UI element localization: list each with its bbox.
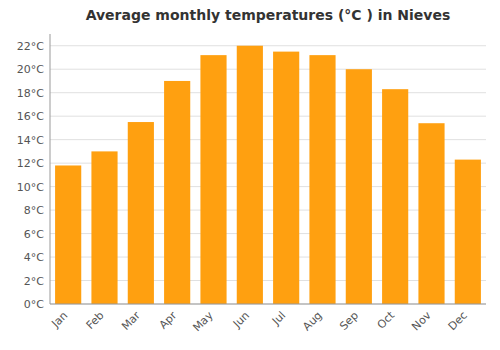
grid-line [50,92,486,93]
x-tick-label: May [190,309,216,335]
x-axis-line [50,304,486,305]
y-tick-label: 16°C [17,110,44,123]
bar [55,165,81,304]
x-tick-label: Jan [48,309,70,331]
x-tick-label: Oct [375,308,398,331]
x-tick-label: Feb [84,309,107,332]
x-tick-label: Mar [119,309,143,333]
y-tick-label: 14°C [17,134,44,147]
y-tick-label: 6°C [24,228,44,241]
y-axis-line [50,34,51,304]
y-tick-label: 10°C [17,181,44,194]
x-tick-label: Dec [446,309,470,333]
x-axis: Jan Feb Mar Apr May Jun Jul Aug Sep Oct Nov Dec [48,304,486,334]
grid-line [50,304,486,305]
y-tick-label: 20°C [17,63,44,76]
bars [55,46,481,304]
bar [273,52,299,304]
x-tick-label: Aug [300,309,324,333]
x-tick-label: Sep [337,309,361,333]
bar [200,55,226,304]
bar [237,46,263,304]
bar [164,81,190,304]
x-tick-label: Apr [157,309,180,332]
x-tick-label: Jul [269,309,288,328]
chart: Average monthly temperatures (°C ) in Ni… [0,0,500,350]
y-tick-label: 22°C [17,40,44,53]
x-tick-label: Jun [230,309,252,331]
x-tick-label: Nov [409,309,434,334]
y-tick-label: 2°C [24,275,44,288]
bar [91,151,117,304]
y-tick-label: 12°C [17,157,44,170]
bar [309,55,335,304]
title: Average monthly temperatures (°C ) in Ni… [86,7,451,23]
bar [455,160,481,304]
y-tick-label: 8°C [24,204,44,217]
grid-line [50,45,486,46]
grid-line [50,116,486,117]
y-axis: 0°C 2°C 4°C 6°C 8°C 10°C 12°C 14°C 16°C 18°C 20°C 2… [17,34,486,311]
y-tick-label: 18°C [17,87,44,100]
y-tick-label: 0°C [24,298,44,311]
y-tick-label: 4°C [24,251,44,264]
bar [128,122,154,304]
grid-line [50,69,486,70]
chart-container: Average monthly temperatures (°C ) in Ni… [0,0,500,350]
bar [382,89,408,304]
bar [346,69,372,304]
bar [418,123,444,304]
